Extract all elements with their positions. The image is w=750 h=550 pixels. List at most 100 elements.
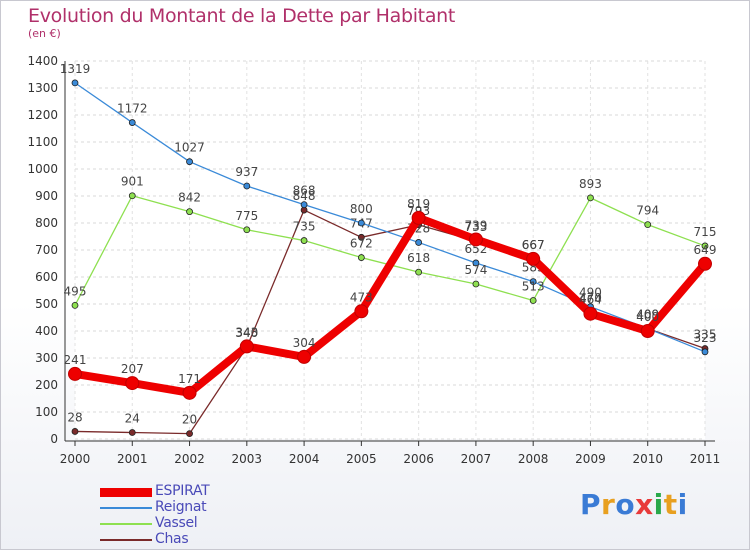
data-point xyxy=(468,232,483,247)
data-label: 335 xyxy=(694,328,717,342)
data-point xyxy=(354,304,369,319)
x-tick-label: 2005 xyxy=(346,452,377,466)
data-label: 618 xyxy=(407,251,430,265)
y-tick-label: 0 xyxy=(50,432,58,446)
data-point xyxy=(472,259,480,267)
data-label: 848 xyxy=(293,189,316,203)
data-point xyxy=(186,430,193,438)
data-label: 20 xyxy=(182,413,197,427)
data-point xyxy=(300,201,308,209)
data-point xyxy=(698,256,712,271)
x-tick-label: 2008 xyxy=(518,452,549,466)
legend-label: Vassel xyxy=(155,515,198,531)
data-label: 464 xyxy=(579,293,602,307)
data-point xyxy=(526,251,541,266)
y-tick-label: 1200 xyxy=(27,108,58,122)
data-point xyxy=(186,208,193,216)
data-label: 409 xyxy=(636,308,659,322)
data-label: 207 xyxy=(121,362,144,376)
y-tick-label: 1100 xyxy=(27,135,58,149)
data-label: 470 xyxy=(579,291,602,305)
data-label: 171 xyxy=(178,372,201,386)
data-label: 868 xyxy=(293,184,316,198)
data-label: 400 xyxy=(636,310,659,324)
legend-swatch xyxy=(100,523,152,525)
data-label: 667 xyxy=(522,238,545,252)
y-tick-label: 700 xyxy=(35,243,58,257)
chart-subtitle: (en €) xyxy=(28,27,61,40)
series-line-reignat xyxy=(74,82,706,353)
data-point xyxy=(529,278,537,285)
y-tick-label: 300 xyxy=(35,351,58,365)
data-label: 1027 xyxy=(174,141,205,155)
data-point xyxy=(128,119,136,126)
data-point xyxy=(644,221,652,229)
data-label: 715 xyxy=(694,225,717,239)
y-tick-label: 600 xyxy=(35,270,58,284)
legend-swatch xyxy=(100,507,152,509)
data-point xyxy=(357,233,365,241)
legend-label: Reignat xyxy=(155,499,207,515)
y-tick-label: 900 xyxy=(35,189,58,203)
legend-label: ESPIRAT xyxy=(155,483,210,499)
data-point xyxy=(71,79,79,87)
x-tick-label: 2002 xyxy=(174,452,205,466)
data-label: 893 xyxy=(579,177,602,191)
series-line-espirat xyxy=(71,213,709,397)
data-point xyxy=(71,428,79,435)
data-label: 649 xyxy=(694,243,717,257)
data-label: 901 xyxy=(121,175,144,189)
data-label: 304 xyxy=(293,336,316,350)
data-point xyxy=(357,254,365,261)
data-label: 513 xyxy=(522,279,545,293)
data-label: 343 xyxy=(235,325,258,339)
data-label: 775 xyxy=(235,209,258,223)
data-label: 473 xyxy=(350,290,373,304)
data-label: 800 xyxy=(350,202,373,216)
data-point xyxy=(411,210,426,225)
data-label: 667 xyxy=(522,238,545,252)
data-label: 340 xyxy=(235,326,258,340)
data-point xyxy=(640,324,655,338)
data-point xyxy=(415,268,423,276)
data-label: 733 xyxy=(464,220,487,234)
legend-label: Chas xyxy=(155,531,189,547)
data-point xyxy=(186,158,193,166)
y-tick-label: 800 xyxy=(35,216,58,230)
data-label: 819 xyxy=(407,197,430,211)
data-label: 24 xyxy=(125,412,140,426)
data-label: 794 xyxy=(636,204,659,218)
data-label: 937 xyxy=(235,165,258,179)
y-tick-label: 1000 xyxy=(27,162,58,176)
legend-swatch xyxy=(100,487,152,497)
data-label: 735 xyxy=(293,220,316,234)
data-label: 1172 xyxy=(117,102,148,116)
data-label: 842 xyxy=(178,191,201,205)
data-point xyxy=(243,226,251,234)
data-point xyxy=(415,239,423,246)
y-tick-label: 1300 xyxy=(27,81,58,95)
y-tick-label: 1400 xyxy=(27,54,58,68)
data-label: 409 xyxy=(636,308,659,322)
data-point xyxy=(701,242,709,250)
data-point xyxy=(583,306,598,321)
data-point xyxy=(472,280,480,288)
x-tick-label: 2006 xyxy=(403,452,434,466)
data-point xyxy=(71,301,79,309)
chart-title: Evolution du Montant de la Dette par Hab… xyxy=(28,5,456,27)
y-tick-label: 400 xyxy=(35,324,58,338)
proxiti-logo: Proxiti xyxy=(580,488,688,521)
data-label: 495 xyxy=(64,284,87,298)
data-label: 241 xyxy=(64,353,87,367)
legend-swatch xyxy=(100,539,152,541)
data-point xyxy=(587,194,594,202)
y-tick-label: 100 xyxy=(35,405,58,419)
data-point xyxy=(529,297,537,304)
data-label: 672 xyxy=(350,237,373,251)
y-tick-label: 500 xyxy=(35,297,58,311)
y-tick-label: 200 xyxy=(35,378,58,392)
data-label: 490 xyxy=(579,286,602,300)
data-point xyxy=(68,366,82,381)
x-tick-label: 2009 xyxy=(575,452,606,466)
data-label: 739 xyxy=(464,218,487,232)
